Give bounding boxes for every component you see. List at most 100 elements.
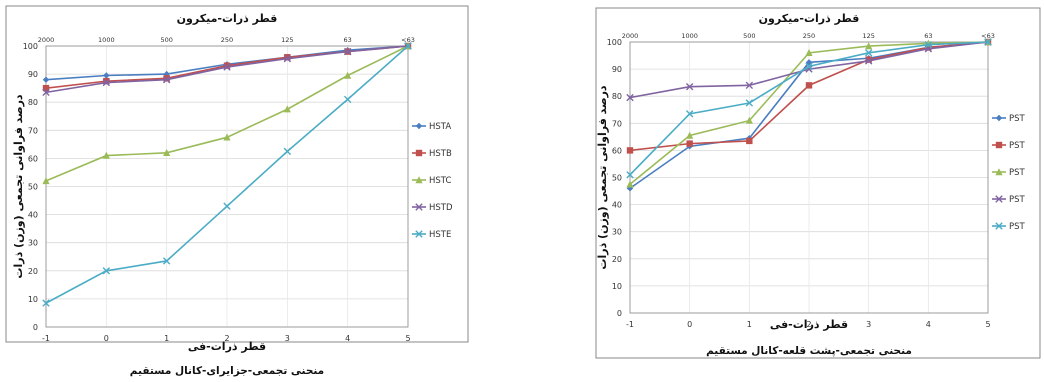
data-point [685, 110, 694, 118]
data-point [344, 71, 352, 79]
top-tick-label: 250 [803, 32, 815, 40]
data-point [626, 171, 634, 179]
data-point [745, 99, 754, 107]
data-point [162, 257, 171, 265]
data-point [163, 75, 170, 82]
data-point [745, 116, 753, 124]
y-tick-label: 40 [612, 201, 622, 210]
legend-label: HSTE [429, 230, 451, 240]
top-tick-label: 63 [344, 36, 352, 44]
top-axis-title: قطر ذرات-میکرون [177, 12, 278, 25]
y-tick-label: 20 [28, 267, 38, 276]
x-tick-label: -1 [42, 334, 50, 343]
legend-entry: HSTD [412, 203, 453, 213]
legend-label: HSTC [429, 176, 451, 186]
data-point [805, 49, 813, 57]
data-point [864, 57, 873, 65]
data-point [865, 42, 873, 50]
legend-marker [995, 168, 1003, 176]
legend-marker [995, 141, 1003, 149]
legend-entry: PST [992, 222, 1026, 232]
data-point [626, 93, 634, 102]
top-tick-label: 125 [281, 36, 293, 44]
x-tick-label: 5 [985, 320, 990, 329]
legend-marker [415, 149, 423, 157]
series-5 [42, 42, 412, 307]
legend-marker [415, 203, 423, 211]
legend-marker [415, 122, 423, 130]
y-tick-label: 90 [612, 65, 622, 74]
x-tick-label: -1 [626, 320, 634, 329]
y-tick-label: 100 [23, 42, 38, 51]
x-axis-title: قطر ذرات-فی [188, 340, 266, 353]
x-tick-label: 1 [164, 334, 169, 343]
data-point [42, 177, 50, 185]
legend-marker [415, 176, 423, 184]
y-axis-title: درصد فراوانی تجمعی (وزن) ذرات [12, 94, 25, 279]
data-point [102, 267, 111, 275]
chart-caption: منحنی تجمعی-پشت قلعه-کانال مستقیم [706, 345, 912, 357]
data-point [283, 147, 292, 156]
x-tick-label: 0 [687, 320, 692, 329]
legend-entry: HSTB [412, 149, 452, 159]
y-tick-label: 70 [28, 126, 38, 135]
x-tick-label: 2 [224, 334, 229, 343]
data-point [42, 88, 50, 97]
y-tick-label: 30 [28, 239, 38, 248]
data-point [102, 78, 111, 87]
x-tick-label: 4 [345, 334, 350, 343]
top-tick-label: 1000 [681, 32, 698, 40]
data-point [924, 41, 933, 49]
data-point [805, 82, 813, 89]
legend-label: PST [1009, 195, 1026, 205]
x-axis-title: قطر ذرات-فی [770, 318, 848, 331]
data-point [343, 95, 352, 104]
data-point [284, 54, 291, 61]
data-point [42, 84, 50, 92]
data-point [746, 137, 753, 145]
legend-marker [995, 195, 1003, 203]
data-point [42, 299, 50, 307]
data-point [686, 140, 693, 147]
y-tick-label: 10 [28, 295, 38, 304]
top-tick-label: 125 [862, 32, 874, 40]
top-tick-label: <63 [401, 36, 415, 44]
y-tick-label: 0 [33, 323, 38, 332]
y-tick-label: 70 [612, 119, 622, 128]
data-point [223, 202, 231, 210]
legend-entry: HSTE [412, 230, 451, 240]
legend-entry: PST [992, 141, 1026, 151]
data-point [626, 185, 634, 192]
data-point [404, 42, 412, 50]
data-point [686, 131, 694, 139]
top-tick-label: 500 [743, 32, 755, 40]
data-point [223, 63, 231, 71]
data-point [864, 49, 873, 57]
y-tick-label: 10 [612, 282, 622, 291]
y-tick-label: 30 [612, 228, 622, 237]
y-tick-label: 60 [28, 154, 38, 163]
legend-label: PST [1009, 114, 1026, 124]
x-tick-label: 3 [866, 320, 871, 329]
legend-marker [415, 230, 423, 238]
data-point [103, 77, 110, 85]
data-point [805, 62, 813, 71]
cumulative-curve-chart-hst: 0 10 20 30 40 50 60 70 80 90 100 -1 0 1 2 3 4 5 2000 1000 50… [5, 5, 469, 377]
y-tick-label: 80 [28, 98, 38, 107]
y-tick-label: 50 [28, 183, 38, 192]
top-tick-label: <63 [981, 32, 995, 40]
top-tick-label: 1000 [98, 36, 115, 44]
chart-panel-hst: 0 10 20 30 40 50 60 70 80 90 100 -1 0 1 2 3 4 5 2000 1000 50… [0, 0, 470, 382]
top-tick-label: 500 [160, 36, 172, 44]
data-point [163, 148, 171, 156]
legend-entry: PST [992, 168, 1026, 178]
y-tick-label: 90 [28, 70, 38, 79]
data-point [223, 62, 231, 69]
plot-area [629, 41, 989, 314]
y-tick-label: 60 [612, 146, 622, 155]
legend-entry: HSTA [412, 122, 451, 132]
x-tick-label: 4 [926, 320, 931, 329]
data-point [805, 59, 813, 66]
y-tick-label: 20 [612, 255, 622, 264]
data-point [283, 54, 292, 63]
